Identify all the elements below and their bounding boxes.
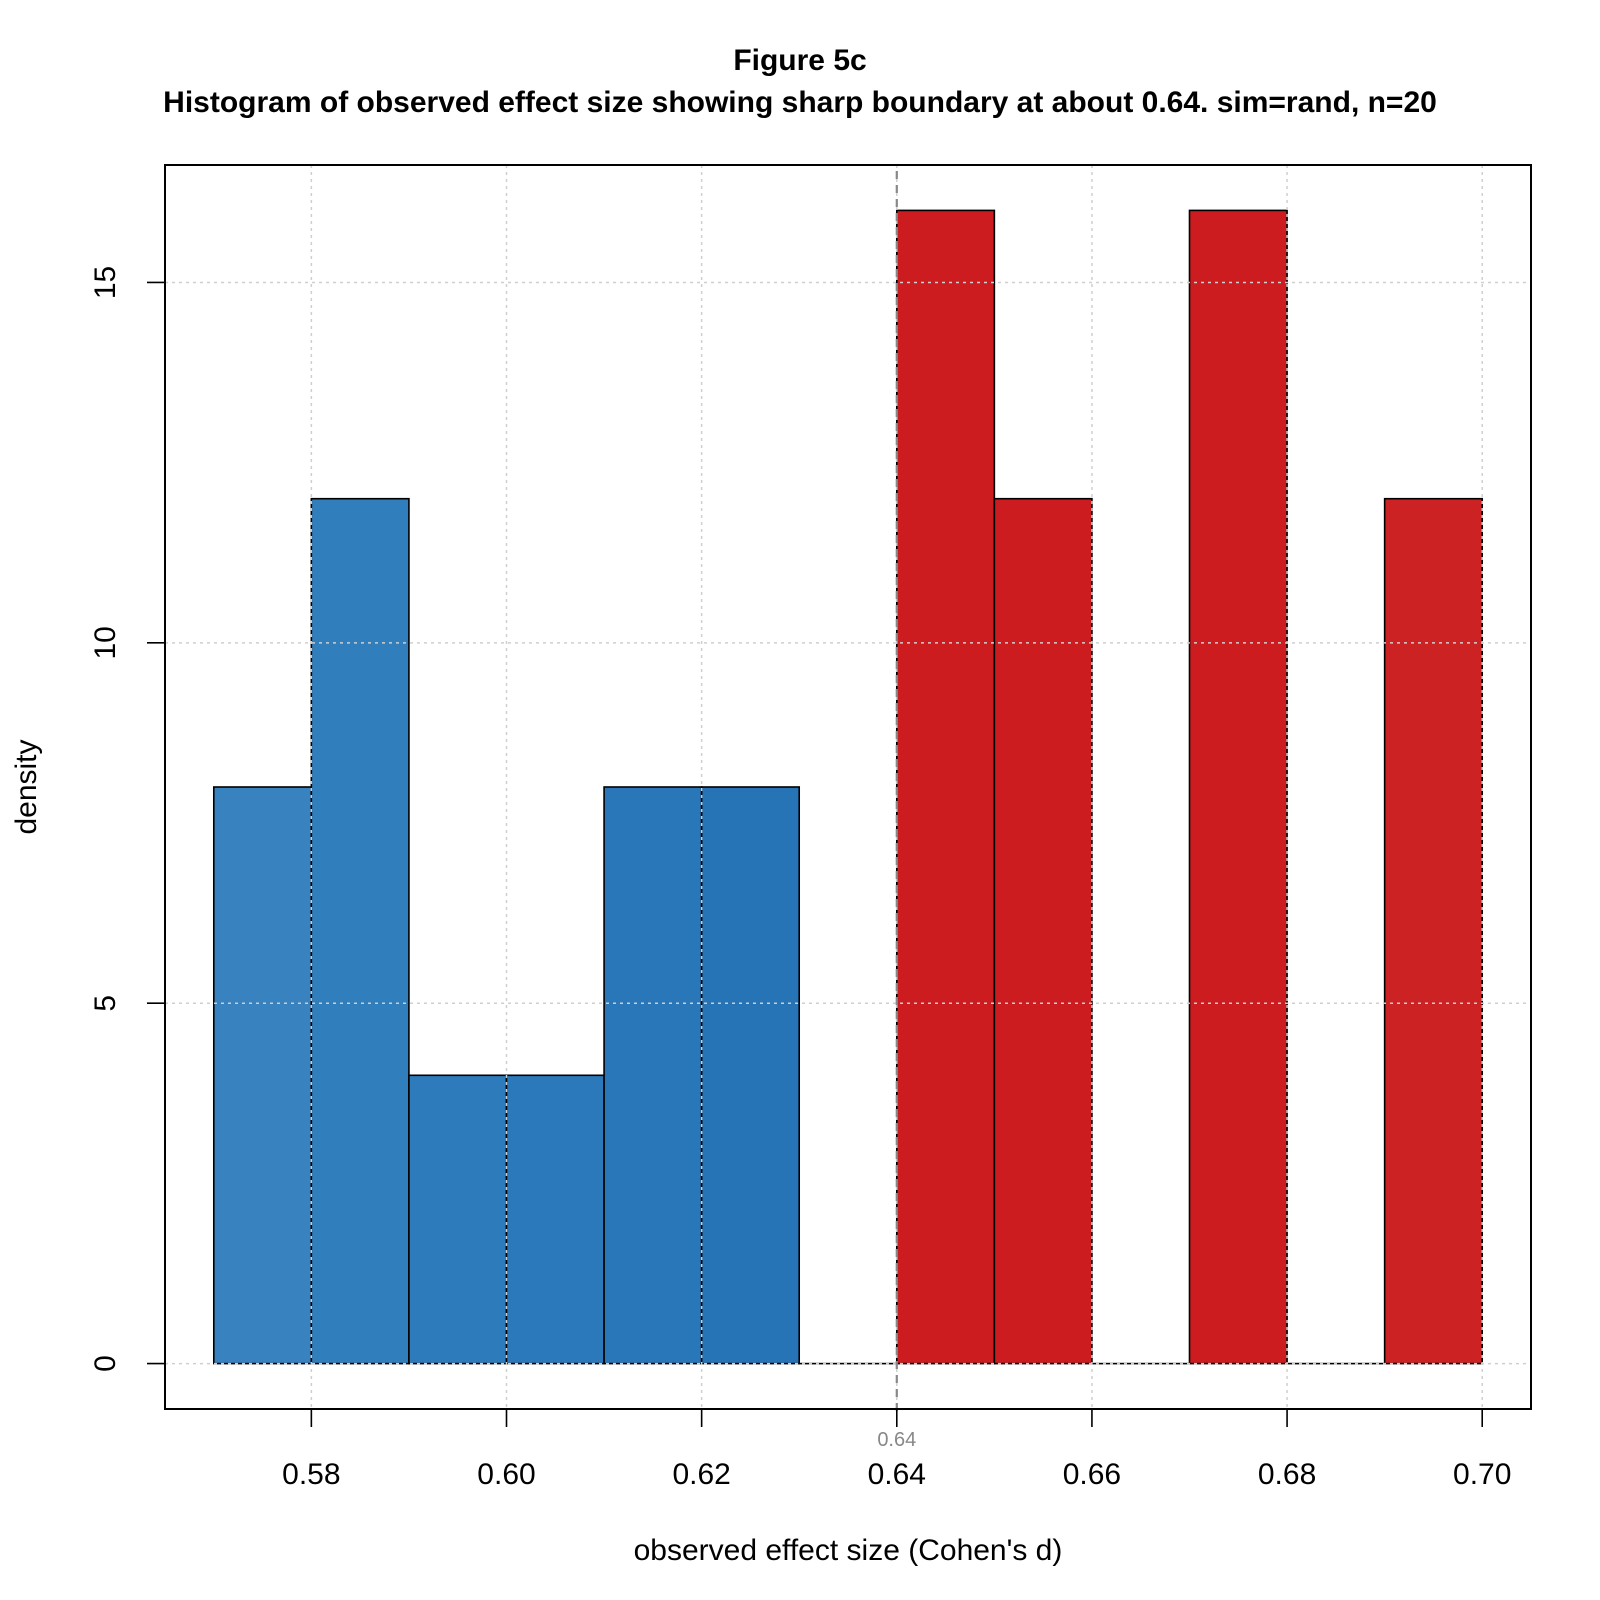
histogram-bar <box>310 497 410 1365</box>
y-tick-label: 10 <box>89 626 122 659</box>
x-axis-label: observed effect size (Cohen's d) <box>634 1534 1063 1567</box>
y-tick-label: 15 <box>89 266 122 299</box>
x-tick-label: 0.68 <box>1258 1458 1316 1491</box>
x-tick-label: 0.60 <box>477 1458 535 1491</box>
histogram-bar <box>603 786 703 1365</box>
boundary-label: 0.64 <box>877 1429 916 1451</box>
histogram-bar <box>700 786 801 1365</box>
x-tick-label: 0.58 <box>282 1458 340 1491</box>
y-axis-label: density <box>10 739 43 834</box>
histogram-bar <box>895 209 996 1365</box>
histogram-bar <box>408 1074 508 1365</box>
chart-title: Figure 5c <box>733 44 867 77</box>
x-tick-label: 0.62 <box>672 1458 730 1491</box>
chart-subtitle: Histogram of observed effect size showin… <box>163 86 1437 119</box>
x-tick-label: 0.70 <box>1453 1458 1511 1491</box>
y-tick-label: 0 <box>89 1355 122 1372</box>
histogram-bar <box>1383 497 1484 1365</box>
histogram-bar <box>1188 209 1288 1365</box>
histogram-bar <box>212 786 313 1365</box>
x-tick-label: 0.66 <box>1063 1458 1121 1491</box>
histogram-bar <box>505 1074 605 1365</box>
plot-frame <box>164 164 1532 1410</box>
histogram-bar <box>993 497 1093 1365</box>
x-tick-label: 0.64 <box>868 1458 926 1491</box>
y-tick-label: 5 <box>89 995 122 1012</box>
